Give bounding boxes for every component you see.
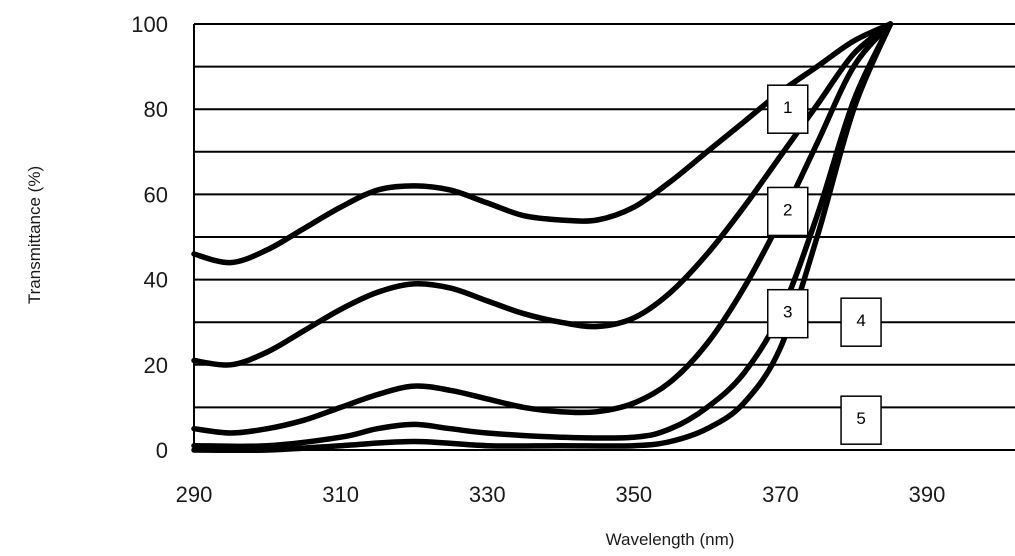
series-label-text: 2 — [783, 200, 792, 219]
y-tick-label: 60 — [144, 182, 168, 207]
x-tick-label: 390 — [909, 482, 946, 507]
series-labels: 1 2 3 4 5 — [767, 84, 882, 445]
series-label-box — [767, 288, 809, 339]
y-tick-labels: 0 20 40 60 80 100 — [131, 12, 168, 463]
series-line-4 — [191, 21, 894, 450]
series-line-5 — [191, 21, 894, 454]
x-tick-labels: 290 310 330 350 370 390 — [176, 482, 946, 507]
series-label-text: 1 — [783, 98, 792, 117]
series-label-4: 4 — [840, 297, 882, 347]
series-label-box — [840, 297, 882, 347]
x-tick-label: 350 — [615, 482, 652, 507]
y-tick-label: 40 — [144, 268, 168, 293]
y-tick-label: 80 — [144, 97, 168, 122]
series-label-5: 5 — [840, 395, 882, 445]
y-tick-label: 20 — [144, 353, 168, 378]
gridlines — [193, 23, 1015, 451]
series-label-text: 4 — [856, 311, 865, 330]
series-label-text: 3 — [783, 303, 792, 322]
series-label-2: 2 — [767, 186, 809, 237]
series-label-box — [767, 84, 809, 134]
x-tick-label: 370 — [762, 482, 799, 507]
y-tick-label: 0 — [156, 438, 168, 463]
series-label-box — [840, 395, 882, 445]
series-label-text: 5 — [856, 409, 865, 428]
y-tick-label: 100 — [131, 12, 168, 37]
x-axis-title: Wavelength (nm) — [606, 530, 735, 549]
y-axis-title: Transmittance (%) — [25, 166, 44, 304]
x-tick-label: 310 — [322, 482, 359, 507]
series-label-3: 3 — [767, 288, 809, 339]
x-tick-label: 330 — [469, 482, 506, 507]
series-label-box — [767, 186, 809, 237]
x-tick-label: 290 — [176, 482, 213, 507]
series-line-2 — [191, 21, 894, 368]
series-label-1: 1 — [767, 84, 809, 134]
